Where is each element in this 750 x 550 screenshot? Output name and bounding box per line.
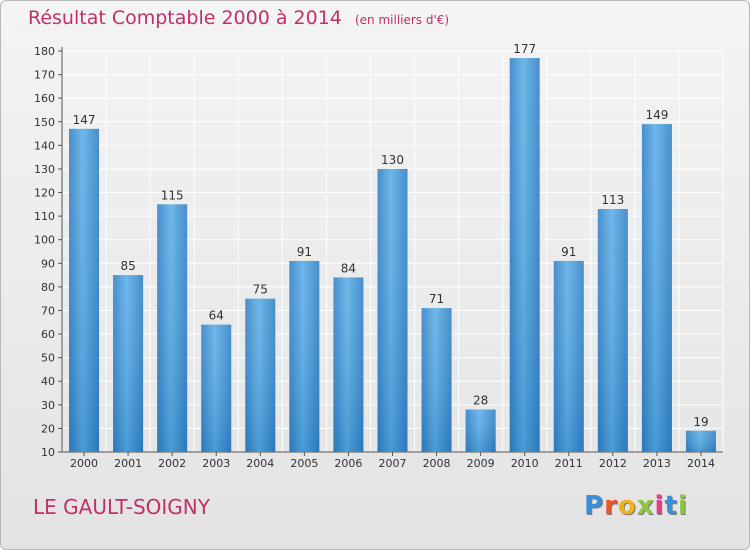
- chart-title-block: Résultat Comptable 2000 à 2014 (en milli…: [28, 7, 449, 29]
- bar-shade-2003: [201, 324, 232, 452]
- value-label-2005: 91: [297, 245, 312, 259]
- value-label-2006: 84: [341, 261, 356, 275]
- logo-letter: r: [604, 491, 618, 521]
- x-tick-label-2009: 2009: [467, 457, 495, 470]
- commune-name: LE GAULT-SOIGNY: [33, 495, 210, 519]
- x-tick-label-2000: 2000: [70, 457, 98, 470]
- y-tick-label: 80: [41, 281, 55, 294]
- bar-shade-2007: [377, 168, 408, 453]
- value-label-2013: 149: [645, 108, 668, 122]
- x-tick-label-2004: 2004: [246, 457, 274, 470]
- logo-letter: P: [584, 491, 605, 521]
- logo-letter: t: [664, 491, 678, 521]
- y-tick-label: 100: [34, 234, 55, 247]
- labels: 10 20 30 40 50 60 70 80 90 100 110 120 130 140 150 160 1…: [34, 42, 715, 470]
- value-label-2008: 71: [429, 292, 444, 306]
- bar-shade-2004: [245, 298, 276, 452]
- x-tick-label-2005: 2005: [290, 457, 318, 470]
- y-tick-label: 60: [41, 328, 55, 341]
- bars: [69, 58, 716, 453]
- logo-letter: o: [617, 491, 637, 521]
- value-label-2000: 147: [73, 113, 96, 127]
- bar-shade-2001: [113, 275, 144, 452]
- logo-letter: x: [636, 491, 655, 521]
- x-tick-label-2012: 2012: [599, 457, 627, 470]
- value-label-2002: 115: [161, 188, 184, 202]
- value-label-2001: 85: [120, 259, 135, 273]
- bar-shade-2009: [465, 409, 496, 452]
- x-tick-label-2006: 2006: [334, 457, 362, 470]
- y-tick-label: 110: [34, 210, 55, 223]
- value-label-2003: 64: [209, 309, 224, 323]
- y-tick-label: 40: [41, 375, 55, 388]
- logo-letter: i: [677, 491, 688, 521]
- bar-shade-2010: [509, 58, 540, 452]
- value-label-2014: 19: [693, 415, 708, 429]
- x-tick-label-2014: 2014: [687, 457, 715, 470]
- y-tick-label: 20: [41, 422, 55, 435]
- x-tick-label-2013: 2013: [643, 457, 671, 470]
- value-label-2007: 130: [381, 153, 404, 167]
- proxiti-logo: Proxiti: [584, 491, 688, 521]
- x-tick-label-2010: 2010: [511, 457, 539, 470]
- bar-shade-2002: [157, 204, 188, 452]
- y-tick-label: 140: [34, 139, 55, 152]
- y-tick-label: 130: [34, 163, 55, 176]
- x-tick-label-2001: 2001: [114, 457, 142, 470]
- bar-shade-2013: [641, 124, 672, 452]
- y-tick-label: 30: [41, 399, 55, 412]
- bar-shade-2014: [685, 430, 716, 452]
- y-tick-label: 70: [41, 304, 55, 317]
- y-tick-label: 120: [34, 187, 55, 200]
- chart-title: Résultat Comptable 2000 à 2014: [28, 7, 342, 29]
- value-label-2009: 28: [473, 394, 488, 408]
- x-tick-label-2008: 2008: [423, 457, 451, 470]
- y-tick-label: 160: [34, 92, 55, 105]
- x-tick-label-2002: 2002: [158, 457, 186, 470]
- bar-shade-2000: [69, 128, 100, 452]
- logo-letter: i: [654, 491, 665, 521]
- bar-shade-2008: [421, 308, 452, 452]
- value-label-2012: 113: [601, 193, 624, 207]
- value-label-2004: 75: [253, 283, 268, 297]
- bar-shade-2006: [333, 277, 364, 452]
- chart-subtitle: (en milliers d'€): [354, 13, 450, 27]
- bar-shade-2011: [553, 260, 584, 452]
- value-label-2010: 177: [513, 42, 536, 56]
- y-tick-label: 50: [41, 352, 55, 365]
- y-tick-label: 180: [34, 45, 55, 58]
- x-tick-label-2003: 2003: [202, 457, 230, 470]
- y-tick-label: 150: [34, 116, 55, 129]
- y-tick-label: 90: [41, 257, 55, 270]
- value-label-2011: 91: [561, 245, 576, 259]
- x-tick-label-2011: 2011: [555, 457, 583, 470]
- bar-shade-2005: [289, 260, 320, 452]
- x-tick-label-2007: 2007: [379, 457, 407, 470]
- y-tick-label: 10: [41, 446, 55, 459]
- y-tick-label: 170: [34, 69, 55, 82]
- bar-shade-2012: [597, 209, 628, 452]
